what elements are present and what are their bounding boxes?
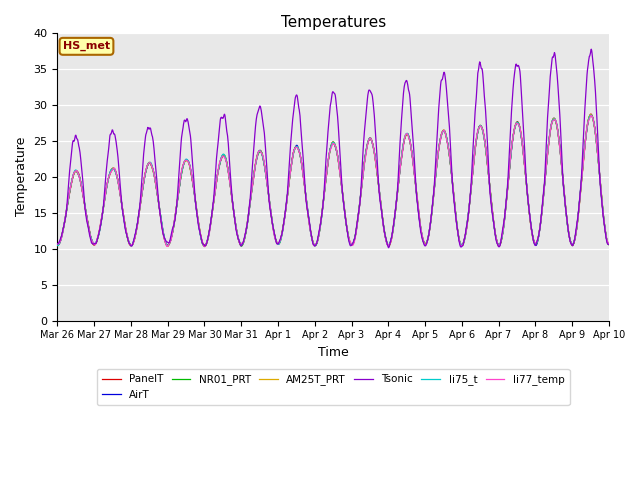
li77_temp [540, 191, 548, 197]
li77_temp [588, 113, 595, 119]
AirT [176, 180, 184, 185]
PanelT [540, 190, 548, 196]
X-axis label: Time: Time [318, 346, 349, 359]
Line: NR01_PRT: NR01_PRT [58, 115, 609, 246]
NR01_PRT [54, 243, 61, 249]
Legend: PanelT, AirT, NR01_PRT, AM25T_PRT, Tsonic, li75_t, li77_temp: PanelT, AirT, NR01_PRT, AM25T_PRT, Tsoni… [97, 369, 570, 405]
NR01_PRT [176, 179, 184, 185]
li75_t [176, 179, 184, 185]
li77_temp [605, 240, 612, 246]
AirT [238, 242, 246, 248]
AM25T_PRT [605, 242, 612, 248]
Tsonic [176, 155, 184, 160]
NR01_PRT [201, 243, 209, 249]
AirT [54, 241, 61, 247]
AirT [540, 191, 548, 197]
PanelT [163, 242, 170, 248]
NR01_PRT [540, 190, 548, 196]
li77_temp [163, 243, 170, 249]
AirT [163, 241, 170, 247]
PanelT [238, 242, 246, 248]
PanelT [492, 229, 499, 235]
li75_t [540, 190, 548, 196]
li77_temp [54, 241, 61, 247]
AM25T_PRT [176, 179, 184, 185]
Line: Tsonic: Tsonic [58, 49, 609, 248]
NR01_PRT [163, 242, 170, 248]
AM25T_PRT [419, 237, 427, 243]
AirT [587, 112, 595, 118]
PanelT [419, 238, 427, 243]
li77_temp [419, 236, 427, 242]
NR01_PRT [587, 112, 595, 118]
Tsonic [238, 242, 246, 248]
li77_temp [201, 244, 209, 250]
li75_t [587, 112, 595, 118]
Tsonic [385, 245, 392, 251]
Text: HS_met: HS_met [63, 41, 110, 51]
AM25T_PRT [54, 242, 61, 248]
AirT [605, 241, 612, 247]
li77_temp [238, 240, 246, 246]
li75_t [163, 242, 170, 248]
AM25T_PRT [201, 243, 209, 249]
li77_temp [176, 178, 184, 183]
Tsonic [492, 231, 499, 237]
Tsonic [588, 46, 595, 52]
Tsonic [419, 238, 427, 244]
li75_t [605, 241, 612, 247]
Line: PanelT: PanelT [58, 114, 609, 246]
AM25T_PRT [238, 242, 246, 248]
Tsonic [54, 241, 61, 247]
PanelT [54, 243, 61, 249]
AM25T_PRT [540, 190, 548, 196]
li77_temp [492, 229, 499, 235]
PanelT [587, 111, 595, 117]
NR01_PRT [605, 241, 612, 247]
AirT [492, 230, 499, 236]
PanelT [164, 243, 172, 249]
AirT [201, 243, 209, 249]
Line: li75_t: li75_t [58, 115, 609, 246]
Tsonic [540, 188, 548, 193]
AirT [419, 237, 427, 243]
Line: AM25T_PRT: AM25T_PRT [58, 115, 609, 246]
NR01_PRT [419, 236, 427, 242]
li75_t [492, 230, 499, 236]
PanelT [177, 176, 184, 182]
li75_t [54, 242, 61, 248]
AM25T_PRT [587, 112, 595, 118]
Title: Temperatures: Temperatures [280, 15, 386, 30]
AM25T_PRT [492, 229, 499, 235]
NR01_PRT [238, 243, 246, 249]
PanelT [605, 241, 612, 247]
li75_t [238, 242, 246, 248]
Y-axis label: Temperature: Temperature [15, 137, 28, 216]
Tsonic [163, 239, 170, 244]
Tsonic [605, 241, 612, 247]
Line: li77_temp: li77_temp [58, 116, 609, 247]
li75_t [201, 243, 209, 249]
NR01_PRT [492, 229, 499, 235]
AM25T_PRT [163, 242, 170, 248]
Line: AirT: AirT [58, 115, 609, 246]
li75_t [419, 237, 427, 243]
